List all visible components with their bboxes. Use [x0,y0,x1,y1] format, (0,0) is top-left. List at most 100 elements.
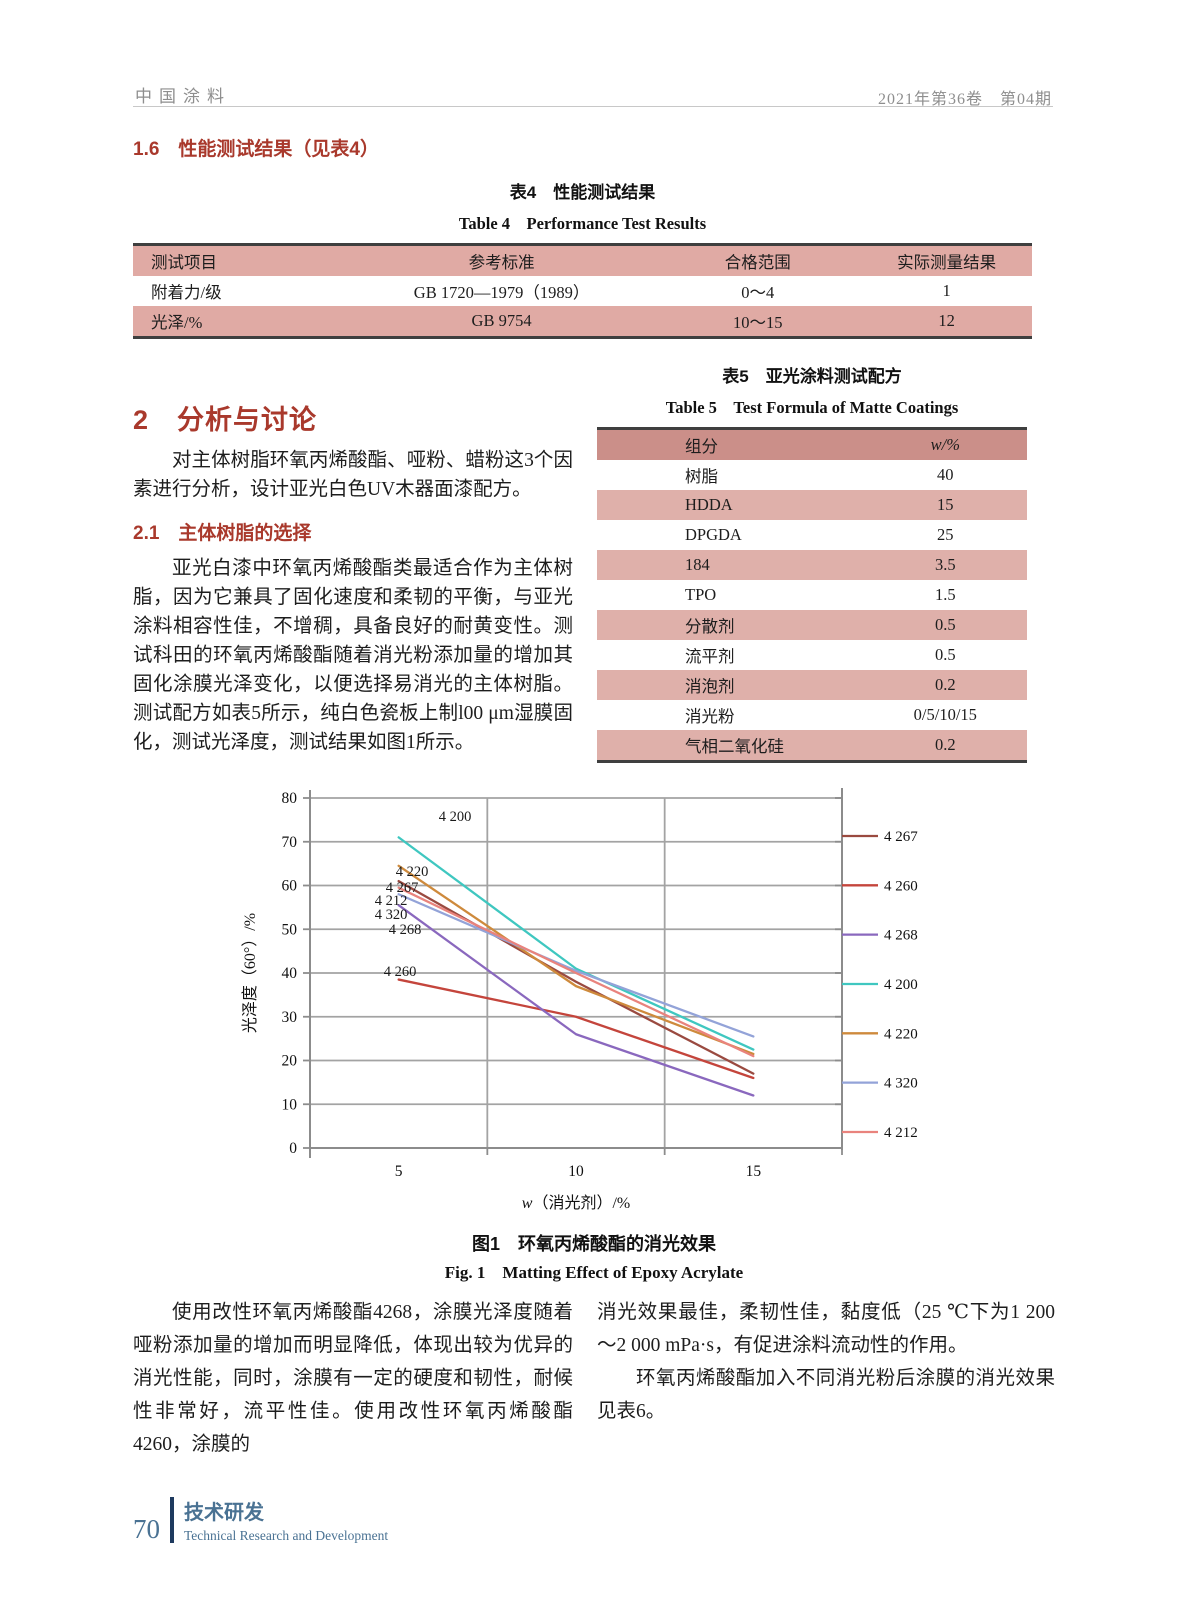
header-rule [133,106,1053,107]
table-cell: 184 [685,555,710,574]
svg-text:4 220: 4 220 [884,1026,918,1042]
table-row: 光泽/% GB 9754 10～15 12 [133,306,1032,338]
svg-text:15: 15 [746,1163,762,1180]
svg-text:80: 80 [282,790,298,807]
section-2-heading: 2 分析与讨论 [133,405,318,435]
svg-text:10: 10 [282,1096,298,1113]
svg-text:4 320: 4 320 [375,907,408,923]
table-cell: TPO [685,585,717,604]
svg-text:4 200: 4 200 [884,977,918,993]
column-header: w/% [930,435,960,454]
bottom-right-paragraph-1: 消光效果最佳，柔韧性佳，黏度低（25 ℃下为1 200～2 000 mPa·s，… [597,1302,1055,1356]
svg-text:30: 30 [282,1009,298,1026]
table-cell: HDDA [685,495,733,514]
table-cell: 光泽/% [151,313,203,332]
table-header-row: 组分 w/% [597,428,1027,460]
svg-text:光泽度（60°）/%: 光泽度（60°）/% [241,913,259,1033]
table-row: 消光粉 0/5/10/15 [597,700,1027,730]
table-cell: 分散剂 [685,617,735,636]
table-row: 消泡剂 0.2 [597,670,1027,700]
table5-caption-en: Table 5 Test Formula of Matte Coatings [665,398,959,417]
footer-section-en: Technical Research and Development [184,1528,389,1543]
table-cell: 40 [937,465,954,484]
performance-test-table: 测试项目 参考标准 合格范围 实际测量结果 附着力/级 GB 1720—1979（1989… [133,243,1032,339]
table-cell: 消光粉 [685,707,735,726]
svg-text:4 220: 4 220 [396,864,429,880]
svg-text:4 260: 4 260 [884,878,918,894]
table-cell: 0.5 [934,615,956,634]
journal-name: 中国涂料 [135,87,231,106]
footer-divider [170,1497,174,1543]
table-cell: 消泡剂 [685,677,735,696]
svg-text:4 260: 4 260 [384,964,417,980]
matte-formula-table: 组分 w/% 树脂 40 HDDA 15 DPGDA 25 184 3.5 TPO 1.5 分散剂 0.5… [597,427,1027,763]
table-cell: 树脂 [685,467,718,486]
svg-text:4 200: 4 200 [439,809,472,825]
table-cell: 气相二氧化硅 [685,737,784,756]
column-header: 合格范围 [724,253,791,272]
table-cell: DPGDA [685,525,742,544]
svg-text:5: 5 [395,1163,403,1180]
table-row: 气相二氧化硅 0.2 [597,730,1027,762]
table-row: TPO 1.5 [597,580,1027,610]
svg-text:4 268: 4 268 [884,928,918,944]
issue-info: 2021年第36卷 第04期 [877,91,1052,108]
table-header-row: 测试项目 参考标准 合格范围 实际测量结果 [133,244,1032,276]
figure1-caption-zh: 图1 环氧丙烯酸酯的消光效果 [471,1234,716,1254]
bottom-right-paragraph-2: 环氧丙烯酸酯加入不同消光粉后涂膜的消光效果见表6。 [597,1368,1055,1422]
table-cell: 0～4 [741,283,775,302]
table-cell: 1.5 [934,585,956,604]
svg-text:4 320: 4 320 [884,1076,918,1092]
table-cell: 15 [937,495,954,514]
svg-text:4 267: 4 267 [884,829,918,845]
svg-text:50: 50 [282,921,298,938]
table-cell: 0/5/10/15 [913,705,977,724]
figure1-caption-en: Fig. 1 Matting Effect of Epoxy Acrylate [444,1263,744,1282]
table-cell: 流平剂 [685,647,735,666]
svg-text:60: 60 [282,878,298,895]
table-row: 184 3.5 [597,550,1027,580]
svg-text:w（消光剂）/%: w（消光剂）/% [522,1194,630,1212]
svg-text:0: 0 [289,1140,297,1157]
section-2-column: 2 分析与讨论 对主体树脂环氧丙烯酸酯、哑粉、蜡粉这3个因素进行分析，设计亚光白… [133,398,573,757]
table5-block: 表5 亚光涂料测试配方 Table 5 Test Formula of Matt… [597,362,1027,763]
table-cell: 1 [942,281,951,300]
bottom-right-column: 消光效果最佳，柔韧性佳，黏度低（25 ℃下为1 200～2 000 mPa·s，… [597,1296,1055,1428]
column-header: 组分 [685,437,718,456]
table4-caption-zh: 表4 性能测试结果 [509,183,656,202]
table-row: 树脂 40 [597,460,1027,490]
footer-section-titles: 技术研发 Technical Research and Development [184,1496,388,1544]
section-2-paragraph: 对主体树脂环氧丙烯酸酯、哑粉、蜡粉这3个因素进行分析，设计亚光白色UV木器面漆配… [133,450,573,500]
svg-text:70: 70 [282,834,298,851]
table5-caption-zh: 表5 亚光涂料测试配方 [722,367,902,386]
table-cell: GB 9754 [471,311,532,330]
page-number: 70 [133,1514,160,1544]
table-cell: 10～15 [733,313,783,332]
table-cell: 0.2 [934,675,956,694]
table-cell: 25 [937,525,954,544]
table4-block: 表4 性能测试结果 Table 4 Performance Test Resul… [133,178,1032,339]
bottom-left-paragraph: 使用改性环氧丙烯酸酯4268，涂膜光泽度随着哑粉添加量的增加而明显降低，体现出较… [133,1302,573,1455]
svg-text:4 268: 4 268 [389,922,422,938]
svg-text:20: 20 [282,1053,298,1070]
table-row: 分散剂 0.5 [597,610,1027,640]
table-row: 附着力/级 GB 1720—1979（1989） 0～4 1 [133,276,1032,306]
column-header: 实际测量结果 [897,253,997,272]
table-cell: 附着力/级 [151,283,222,302]
section-1-6-heading: 1.6 性能测试结果（见表4） [133,139,379,160]
section-2-1-paragraph: 亚光白漆中环氧丙烯酸酯类最适合作为主体树脂，因为它兼具了固化速度和柔韧的平衡，与… [133,558,573,753]
svg-text:40: 40 [282,965,298,982]
footer-section-zh: 技术研发 [184,1502,264,1524]
table-row: 流平剂 0.5 [597,640,1027,670]
svg-text:4 267: 4 267 [386,880,419,896]
table-cell: 0.2 [934,735,956,754]
table-row: HDDA 15 [597,490,1027,520]
table-cell: 3.5 [934,555,956,574]
bottom-left-column: 使用改性环氧丙烯酸酯4268，涂膜光泽度随着哑粉添加量的增加而明显降低，体现出较… [133,1296,573,1461]
table-row: DPGDA 25 [597,520,1027,550]
svg-text:4 212: 4 212 [375,893,408,909]
table-cell: GB 1720—1979（1989） [413,283,590,302]
table4-caption-en: Table 4 Performance Test Results [458,214,707,233]
